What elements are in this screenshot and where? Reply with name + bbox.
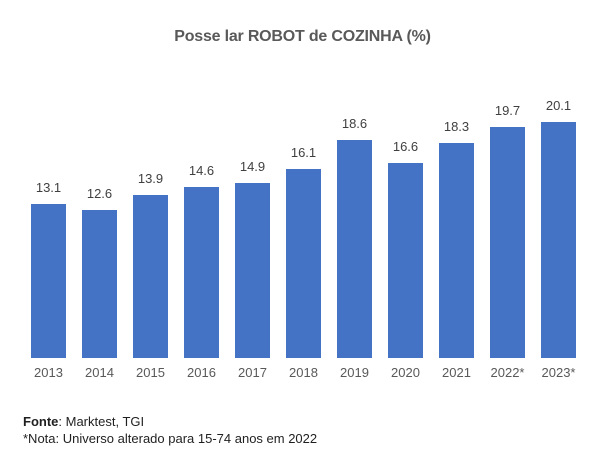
chart-title: Posse lar ROBOT de COZINHA (%): [174, 28, 431, 45]
bar: [439, 143, 474, 359]
bar-column: 13.9 2015: [125, 0, 176, 390]
bar-area: 13.9: [125, 0, 176, 359]
bar-value-label: 16.1: [290, 145, 317, 161]
bar-column: 18.6 2019: [329, 0, 380, 390]
bar-column: 20.1 2023*: [533, 0, 584, 390]
bar-value-label: 16.6: [392, 139, 419, 155]
bar: [490, 127, 525, 359]
x-tick-label: 2015: [136, 365, 165, 381]
bar-column: 16.1 2018: [278, 0, 329, 390]
bar: [184, 187, 219, 359]
bar-column: 19.7 2022*: [482, 0, 533, 390]
bar-area: 14.9: [227, 0, 278, 359]
x-tick-label: 2022*: [490, 365, 525, 381]
bar-value-label: 20.1: [545, 98, 572, 114]
bar: [286, 169, 321, 359]
bar-area: 13.1: [23, 0, 74, 359]
bar-area: 18.3: [431, 0, 482, 359]
x-tick-label: 2013: [34, 365, 63, 381]
bar-column: 16.6 2020: [380, 0, 431, 390]
bar-area: 12.6: [74, 0, 125, 359]
bar: [31, 204, 66, 359]
source-label: Fonte: [23, 414, 59, 429]
bar-area: 18.6: [329, 0, 380, 359]
x-tick-label: 2020: [391, 365, 420, 381]
footnote: *Nota: Universo alterado para 15-74 anos…: [23, 431, 318, 446]
bar: [133, 195, 168, 359]
bar-value-label: 14.9: [239, 159, 266, 175]
x-tick-label: 2021: [442, 365, 471, 381]
bar-column: 13.1 2013: [23, 0, 74, 390]
bar-value-label: 13.1: [35, 180, 62, 196]
x-tick-label: 2023*: [541, 365, 576, 381]
bar-column: 18.3 2021: [431, 0, 482, 390]
bar-area: 16.6: [380, 0, 431, 359]
chart-footer: Fonte: Marktest, TGI *Nota: Universo alt…: [23, 413, 317, 447]
x-tick-label: 2018: [289, 365, 318, 381]
bar-area: 19.7: [482, 0, 533, 359]
bar-column: 12.6 2014: [74, 0, 125, 390]
bar-area: 16.1: [278, 0, 329, 359]
bar: [82, 210, 117, 359]
bar-value-label: 13.9: [137, 171, 164, 187]
bar-value-label: 18.6: [341, 116, 368, 132]
bar-value-label: 19.7: [494, 103, 521, 119]
bar: [337, 140, 372, 359]
source-text: : Marktest, TGI: [58, 414, 145, 429]
source-note: Fonte: Marktest, TGI: [23, 413, 317, 430]
bar-area: 14.6: [176, 0, 227, 359]
plot-area: 13.1 2013 12.6 2014 13.9 2015 14.6 2016 14.9 2017…: [23, 0, 584, 390]
bar-area: 20.1: [533, 0, 584, 359]
bar: [541, 122, 576, 359]
x-tick-label: 2014: [85, 365, 114, 381]
bar-value-label: 14.6: [188, 163, 215, 179]
x-tick-label: 2019: [340, 365, 369, 381]
bar-value-label: 18.3: [443, 119, 470, 135]
bar-column: 14.9 2017: [227, 0, 278, 390]
x-tick-label: 2016: [187, 365, 216, 381]
x-tick-label: 2017: [238, 365, 267, 381]
bar-value-label: 12.6: [86, 186, 113, 202]
bar-column: 14.6 2016: [176, 0, 227, 390]
bar: [388, 163, 423, 359]
bar: [235, 183, 270, 359]
